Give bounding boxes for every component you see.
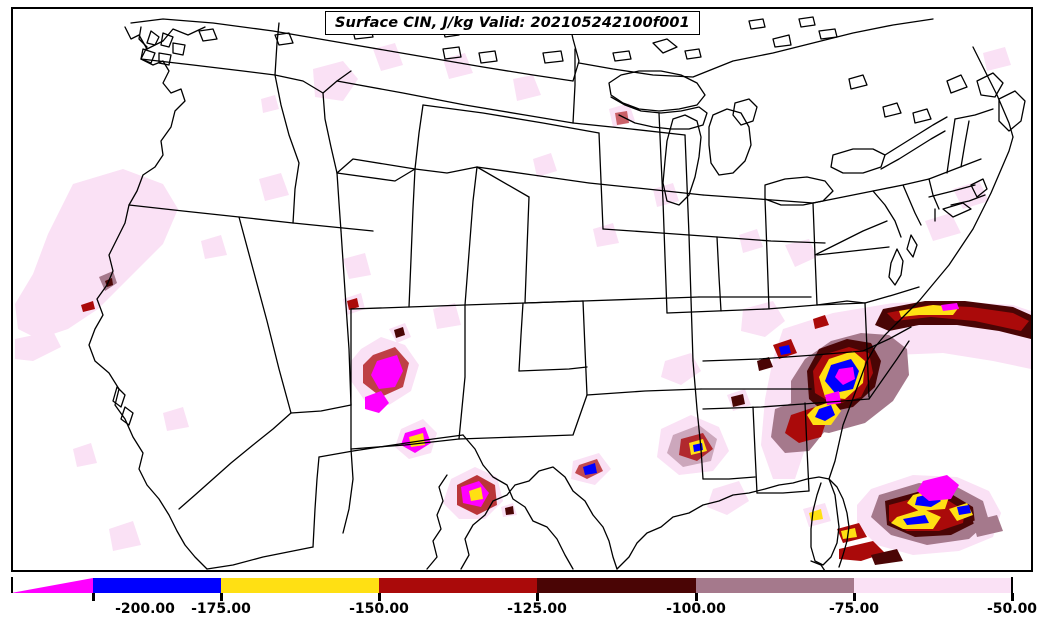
colorbar-bin-5 [854,578,1012,593]
colorbar-tick-label: -50.00 [986,601,1038,617]
cin-shaded-field [15,43,1031,565]
colorbar-tick-labels: -200.00 -175.00 -150.00 -125.00 -100.00 … [0,601,1044,625]
cin-feature-pacific-offshore [15,169,178,361]
colorbar-tick [536,593,539,601]
colorbar-swatches [0,577,1044,593]
colorbar-left-axis [11,577,13,593]
map-title-text: Surface CIN, J/kg Valid: 202105242100f00… [335,15,690,31]
colorbar-bin-2 [379,578,537,593]
colorbar-tick [695,593,698,601]
colorbar-tick [220,593,223,601]
colorbar-bin-4 [696,578,854,593]
colorbar-under-arrow [11,578,93,593]
colorbar-tick-label: -75.00 [828,601,880,617]
colorbar-tick [1011,593,1014,601]
colorbar-ticks [0,593,1044,601]
colorbar-tick-label: -100.00 [666,601,726,617]
cin-feature-carolina-offshore-max [757,301,1031,479]
cin-feature-west-texas [443,467,517,519]
colorbar: -200.00 -175.00 -150.00 -125.00 -100.00 … [0,572,1044,632]
colorbar-svg [11,577,1013,593]
colorbar-tick-label: -175.00 [191,601,251,617]
colorbar-tick [378,593,381,601]
colorbar-tick-label: -150.00 [349,601,409,617]
cin-feature-new-mexico-cluster [343,293,437,459]
colorbar-tick-label: -125.00 [507,601,567,617]
cin-feature-southern-plains [571,389,751,485]
map-frame [11,7,1033,572]
map-title-box: Surface CIN, J/kg Valid: 202105242100f00… [325,11,700,35]
colorbar-tick [853,593,856,601]
cin-feature-new-england-weak [925,47,1011,241]
cin-feature-great-lakes-weak [609,103,763,253]
colorbar-tick [92,593,95,601]
colorbar-right-axis [1011,577,1013,593]
colorbar-bin-1 [221,578,379,593]
colorbar-tick-label: -200.00 [115,601,175,617]
colorbar-bin-0 [93,578,221,593]
map-boundaries [88,16,1026,570]
colorbar-bin-3 [537,578,696,593]
map-canvas [15,16,1031,570]
cin-feature-bahamas-max [803,475,1003,565]
